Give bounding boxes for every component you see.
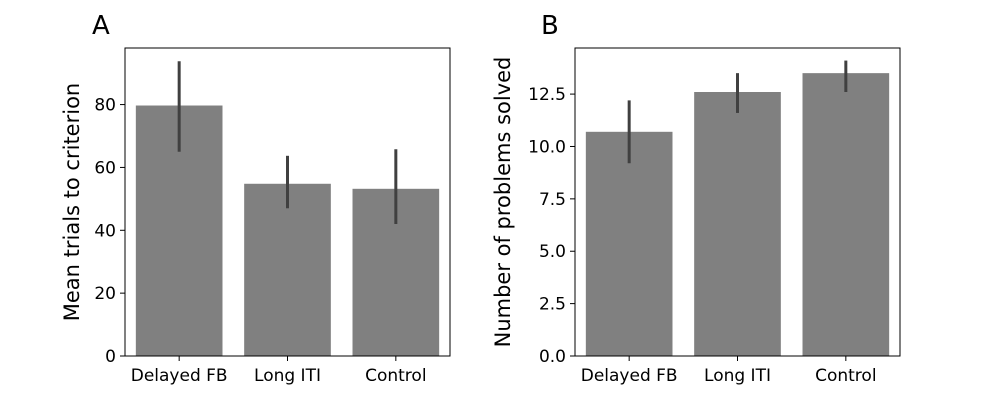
panel-b-bar bbox=[802, 73, 890, 357]
panel-b-chart: 0.0 2.5 5.0 7.5 10.0 12.5 Delayed FB Long ITI Co… bbox=[491, 11, 901, 386]
panel-a-ytick-label: 20 bbox=[94, 284, 116, 304]
panel-b-xtick-label: Long ITI bbox=[704, 366, 771, 386]
panel-b-xtick-label: Control bbox=[815, 366, 876, 386]
panel-a-xtick-label: Delayed FB bbox=[131, 366, 228, 386]
panel-b-xtick-label: Delayed FB bbox=[581, 366, 678, 386]
panel-b-ytick-label: 7.5 bbox=[539, 190, 566, 210]
panel-b-bar bbox=[585, 131, 673, 356]
panel-a-chart: 0 20 40 60 80 Delayed FB Long ITI Control Mean t… bbox=[60, 11, 451, 386]
panel-b-ytick-label: 10.0 bbox=[528, 137, 566, 157]
panel-a-ytick-label: 80 bbox=[94, 96, 116, 116]
panel-b-ytick-label: 2.5 bbox=[539, 295, 566, 315]
panel-a-xtick-label: Long ITI bbox=[254, 366, 321, 386]
panel-a-xtick-label: Control bbox=[365, 366, 426, 386]
panel-a-bar bbox=[244, 183, 331, 356]
panel-b-ytick-label: 0.0 bbox=[539, 347, 566, 367]
panel-a-ytick-label: 0 bbox=[105, 347, 116, 367]
panel-a-ytick-label: 60 bbox=[94, 158, 116, 178]
panel-a-ytick-label: 40 bbox=[94, 221, 116, 241]
panel-b-ytick-label: 12.5 bbox=[528, 85, 566, 105]
panel-b-ytick-label: 5.0 bbox=[539, 242, 566, 262]
panel-a-letter: A bbox=[92, 11, 110, 41]
panel-b-letter: B bbox=[541, 11, 559, 41]
panel-b-bar bbox=[694, 92, 781, 356]
panel-b-ylabel: Number of problems solved bbox=[491, 57, 515, 348]
panel-a-ylabel: Mean trials to criterion bbox=[60, 83, 84, 321]
